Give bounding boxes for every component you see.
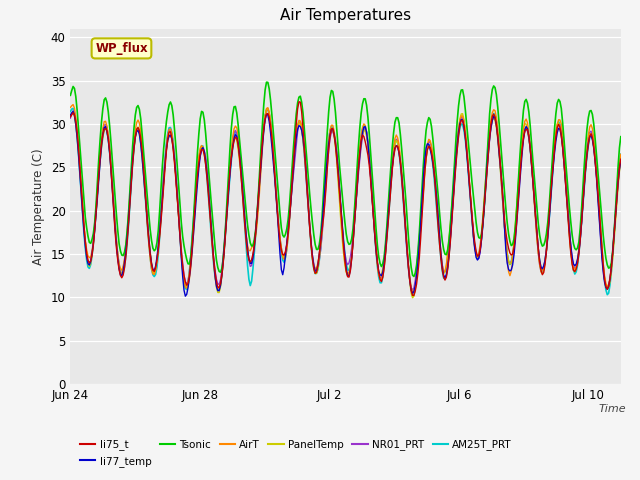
Y-axis label: Air Temperature (C): Air Temperature (C) bbox=[32, 148, 45, 264]
Text: WP_flux: WP_flux bbox=[95, 42, 148, 55]
Title: Air Temperatures: Air Temperatures bbox=[280, 9, 411, 24]
Text: Time: Time bbox=[598, 404, 627, 414]
Legend: li75_t, li77_temp, Tsonic, AirT, PanelTemp, NR01_PRT, AM25T_PRT: li75_t, li77_temp, Tsonic, AirT, PanelTe… bbox=[76, 435, 516, 471]
